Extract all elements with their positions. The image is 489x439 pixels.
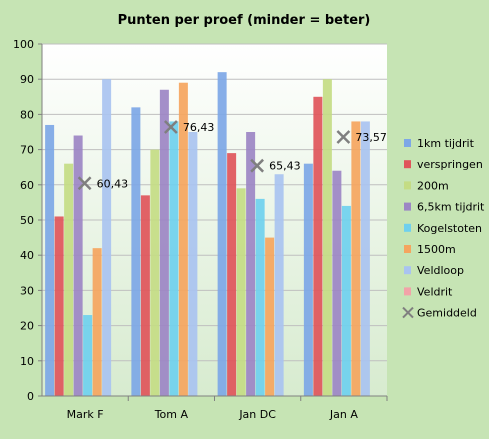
legend-label: 1500m <box>417 243 456 256</box>
bar <box>178 82 188 396</box>
y-tick-label: 90 <box>20 73 34 86</box>
bar <box>45 124 55 397</box>
bar <box>131 107 141 397</box>
bar <box>140 195 150 396</box>
average-series: 60,43 76,43 65,43 73,57 <box>77 120 387 191</box>
y-tick-label: 40 <box>20 249 34 262</box>
average-marker-stroke <box>336 130 351 144</box>
bar <box>351 121 361 396</box>
bar <box>341 205 351 396</box>
x-tick-label: Mark F <box>67 408 104 421</box>
bar <box>169 121 179 396</box>
y-tick-label: 0 <box>27 390 34 403</box>
bar <box>227 153 237 396</box>
bar <box>83 315 93 396</box>
legend-label: 6,5km tijdrit <box>417 201 485 214</box>
legend-x-icon <box>402 306 414 319</box>
average-marker-stroke <box>163 120 178 134</box>
bar <box>313 96 323 397</box>
bar <box>322 79 332 396</box>
average-label: 76,43 <box>183 121 215 134</box>
y-tick-label: 10 <box>20 355 34 368</box>
y-tick-label: 80 <box>20 108 34 121</box>
y-tick-label: 20 <box>20 320 34 333</box>
bar <box>159 89 169 396</box>
average-marker-stroke <box>250 158 265 173</box>
legend-swatch <box>404 160 411 169</box>
bar <box>64 163 74 396</box>
legend-label: 200m <box>417 179 449 192</box>
y-tick-label: 100 <box>13 38 34 51</box>
legend-label: Veldrit <box>417 285 453 298</box>
legend-swatch <box>404 245 411 253</box>
legend-item: Kogelstoten <box>404 222 482 235</box>
legend-label: verspringen <box>417 158 483 171</box>
bar <box>54 216 64 396</box>
legend-label: Veldloop <box>417 264 464 277</box>
bar <box>265 237 275 396</box>
x-tick-label: Tom A <box>154 408 189 421</box>
bar <box>217 72 227 396</box>
bar <box>102 79 112 396</box>
bar <box>188 132 198 396</box>
average-marker <box>77 176 92 191</box>
legend-item: 1500m <box>404 243 456 256</box>
legend-item: 6,5km tijdrit <box>404 201 485 214</box>
bar <box>255 198 265 396</box>
legend-swatch <box>404 223 411 232</box>
legend-item-average: Gemiddeld <box>402 306 477 320</box>
legend-item: Veldrit <box>404 285 453 298</box>
x-tick-label: Jan DC <box>238 408 276 421</box>
average-label: 73,57 <box>355 131 387 144</box>
legend-swatch <box>404 266 411 275</box>
legend-item: verspringen <box>404 158 483 171</box>
average-label: 60,43 <box>97 177 129 190</box>
y-tick-label: 50 <box>20 214 34 227</box>
average-marker <box>250 158 265 173</box>
bar <box>246 132 256 396</box>
legend-swatch <box>404 181 411 190</box>
axes: 0 10 20 30 40 50 60 70 80 90 100 Mark F Tom A Jan DC J… <box>13 38 388 421</box>
legend-label: Kogelstoten <box>417 222 482 235</box>
legend: 1km tijdrit verspringen 200m 6,5km tijdrit K… <box>402 137 485 320</box>
x-tick-label: Jan A <box>329 408 358 421</box>
legend-swatch <box>404 139 411 147</box>
average-marker <box>336 130 351 144</box>
average-label: 65,43 <box>269 160 301 173</box>
bar <box>360 121 370 396</box>
bar <box>236 188 246 396</box>
bar <box>332 170 342 396</box>
legend-label: Gemiddeld <box>417 307 477 320</box>
legend-swatch <box>404 202 411 211</box>
average-marker <box>163 120 178 134</box>
bar <box>303 163 313 396</box>
bar <box>73 135 83 396</box>
y-tick-label: 60 <box>20 179 34 192</box>
legend-label: 1km tijdrit <box>417 137 475 150</box>
average-marker-stroke <box>77 176 92 191</box>
bar <box>150 149 160 396</box>
chart-title: Punten per proef (minder = beter) <box>118 13 371 28</box>
legend-item: 1km tijdrit <box>404 137 475 150</box>
bars <box>45 72 370 397</box>
legend-item: 200m <box>404 179 449 192</box>
y-tick-label: 70 <box>20 144 34 157</box>
bar <box>274 174 284 396</box>
bar <box>92 248 102 396</box>
legend-swatch <box>404 287 411 296</box>
y-tick-label: 30 <box>20 284 34 297</box>
legend-item: Veldloop <box>404 264 464 277</box>
